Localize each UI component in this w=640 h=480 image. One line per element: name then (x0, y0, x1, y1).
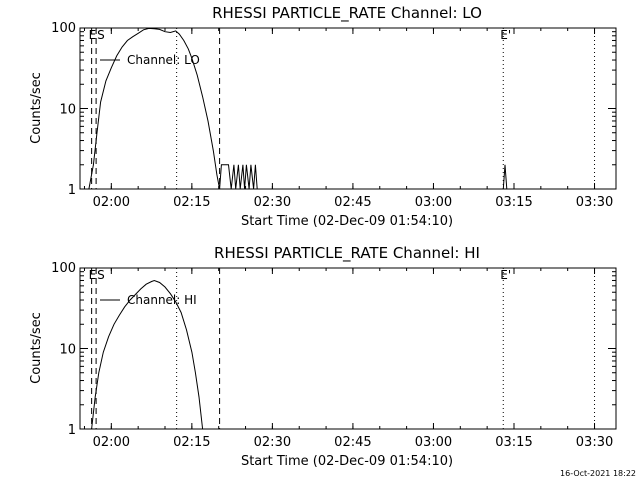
x-axis-label-lo: Start Time (02-Dec-09 01:54:10) (241, 214, 453, 229)
y-tick-label: 100 (51, 261, 76, 276)
x-tick-label: 03:30 (576, 435, 613, 450)
x-tick-label: 03:30 (576, 195, 613, 210)
y-axis-label-lo: Counts/sec (29, 72, 44, 144)
legend-label: Channel: LO (127, 53, 200, 67)
marker-label: E (89, 268, 97, 282)
panel-hi: RHESSI PARTICLE_RATE Channel: HI Counts/… (29, 244, 617, 469)
y-axis-label-hi: Counts/sec (29, 312, 44, 384)
x-tick-label: 02:45 (334, 435, 371, 450)
x-tick-label: 03:15 (495, 435, 532, 450)
marker-label: E (89, 28, 97, 42)
y-tick-label: 1 (68, 423, 76, 438)
x-tick-label: 02:00 (93, 435, 130, 450)
x-tick-label: 02:30 (254, 195, 291, 210)
marker-label: S (97, 28, 105, 42)
y-tick-label: 10 (59, 103, 76, 118)
x-tick-label: 03:15 (495, 195, 532, 210)
footer-timestamp: 16-Oct-2021 18:22 (560, 469, 636, 478)
x-tick-label: 02:15 (173, 195, 210, 210)
x-tick-label: 03:00 (415, 435, 452, 450)
y-tick-label: 1 (68, 183, 76, 198)
marker-label: S (97, 268, 105, 282)
marker-label: E' (500, 28, 511, 42)
series-line (91, 279, 204, 430)
x-tick-label: 02:15 (173, 435, 210, 450)
chart-title-lo: RHESSI PARTICLE_RATE Channel: LO (212, 4, 482, 23)
marker-label: E' (500, 268, 511, 282)
x-tick-label: 02:30 (254, 435, 291, 450)
x-tick-label: 02:00 (93, 195, 130, 210)
panel-lo: RHESSI PARTICLE_RATE Channel: LO Counts/… (29, 4, 617, 229)
x-tick-label: 02:45 (334, 195, 371, 210)
y-tick-label: 100 (51, 21, 76, 36)
series-line (88, 27, 508, 190)
x-tick-label: 03:00 (415, 195, 452, 210)
plot-content-hi: 02:00 02:15 02:30 02:45 03:00 03:15 03:30 1 10 10… (51, 261, 616, 450)
plot-content-lo: 02:00 02:15 02:30 02:45 03:00 03:15 03:30 1 10 10… (51, 21, 616, 210)
x-axis-label-hi: Start Time (02-Dec-09 01:54:10) (241, 454, 453, 469)
chart-title-hi: RHESSI PARTICLE_RATE Channel: HI (214, 244, 480, 263)
legend-label: Channel: HI (127, 293, 197, 307)
y-tick-label: 10 (59, 343, 76, 358)
